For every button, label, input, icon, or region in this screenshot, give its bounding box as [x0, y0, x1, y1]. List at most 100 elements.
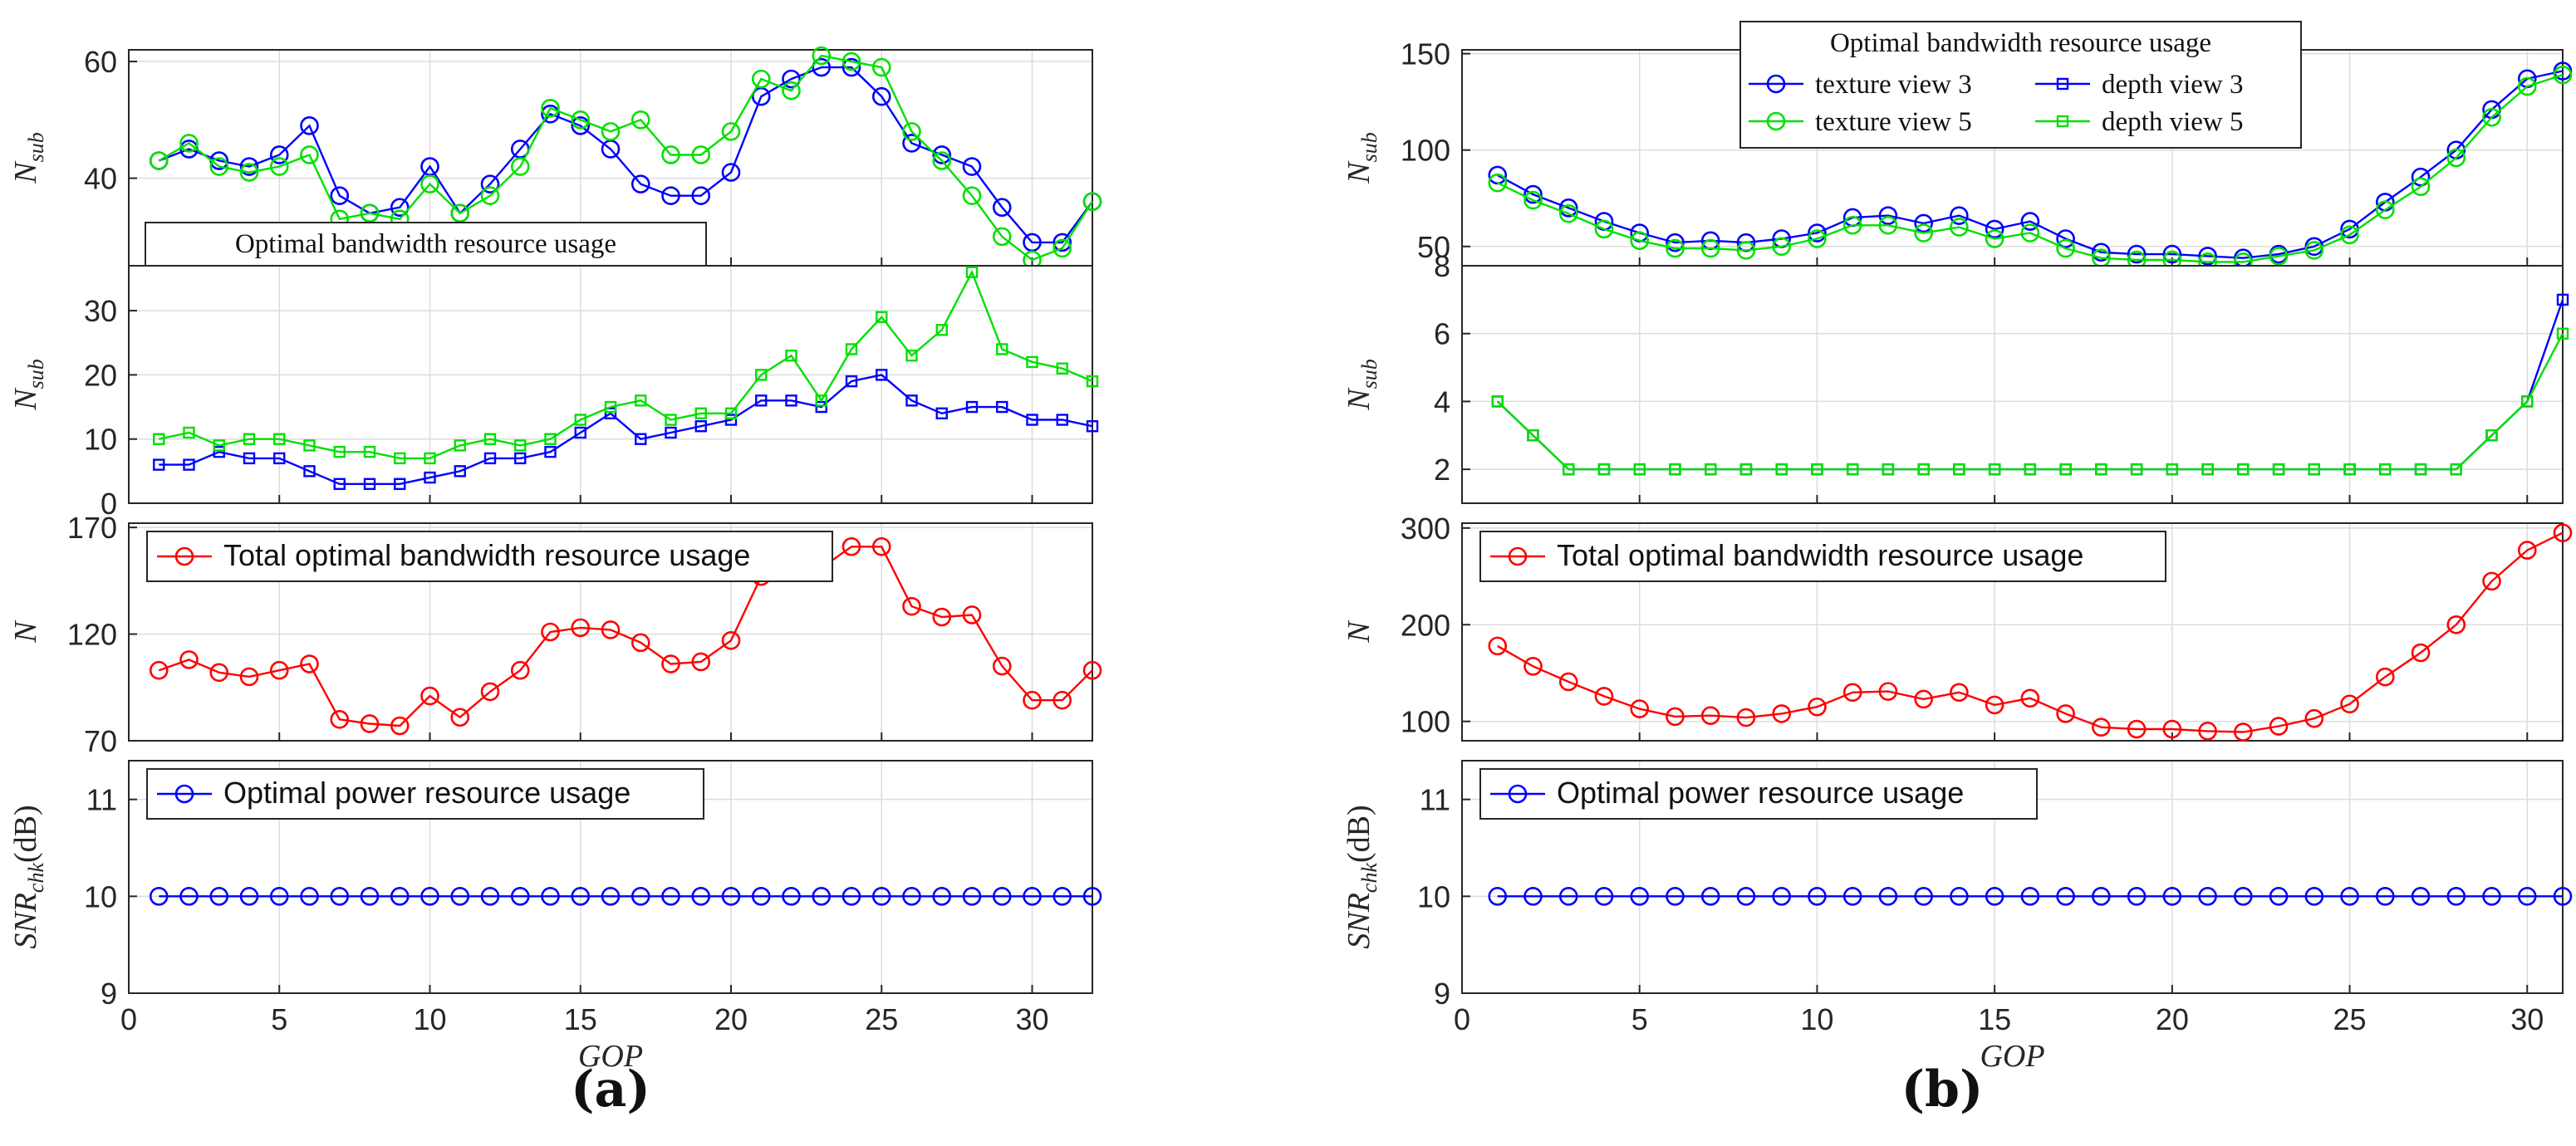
data-point: [300, 116, 319, 135]
series-a1-1: [149, 46, 1102, 270]
data-point: [480, 887, 500, 906]
data-point: [209, 157, 229, 176]
data-point: [1914, 213, 1933, 233]
data-point: [179, 887, 199, 906]
data-point: [1558, 672, 1578, 692]
legend-entry-label: texture view 3: [1815, 70, 1972, 100]
data-point: [1878, 887, 1898, 906]
y-tick-label: 9: [1434, 977, 1450, 1011]
data-point: [510, 157, 530, 176]
legend-a4: Optimal power resource usage: [146, 768, 704, 820]
data-point: [2446, 615, 2466, 634]
x-tick-label: 20: [2156, 1002, 2189, 1036]
legend-a3: Total optimal bandwidth resource usage: [146, 531, 833, 582]
data-point: [1023, 690, 1042, 710]
y-axis-label-a3: N: [8, 620, 43, 644]
data-point: [601, 620, 621, 639]
data-point: [239, 887, 259, 906]
data-point: [1736, 887, 1756, 906]
data-point: [390, 887, 410, 906]
y-axis-label-a4: SNRchk(dB): [8, 805, 48, 948]
data-point: [2092, 242, 2111, 262]
series-a3-0: [149, 536, 1102, 736]
data-point: [1882, 463, 1895, 476]
data-point: [330, 710, 350, 729]
data-point: [2127, 244, 2147, 264]
data-point: [1023, 887, 1042, 906]
legend-marker: [1766, 74, 1786, 94]
y-tick-label: 8: [1434, 249, 1450, 283]
data-point: [420, 686, 439, 706]
data-point: [360, 203, 380, 223]
data-point: [1026, 414, 1038, 426]
data-point: [2411, 167, 2431, 187]
caption-b: (b): [1901, 1060, 1984, 1119]
data-point: [661, 887, 680, 906]
data-point: [2517, 76, 2537, 96]
data-point: [390, 198, 410, 218]
data-point: [2482, 107, 2501, 127]
data-point: [1700, 887, 1720, 906]
data-point: [2269, 247, 2289, 266]
data-point: [1052, 887, 1072, 906]
y-tick-label: 0: [101, 487, 117, 521]
y-tick-label: 20: [84, 358, 117, 392]
data-point: [541, 887, 560, 906]
data-point: [2343, 463, 2356, 476]
data-point: [424, 452, 436, 465]
data-point: [2340, 694, 2359, 714]
data-point: [1808, 697, 1827, 717]
data-point: [2198, 247, 2217, 266]
y-tick-label: 100: [1401, 705, 1450, 739]
data-point: [1488, 887, 1508, 906]
legend-b3: Total optimal bandwidth resource usage: [1479, 531, 2166, 582]
series-b1-1: [1488, 65, 2573, 272]
data-point: [635, 394, 647, 407]
data-point: [1736, 241, 1756, 260]
data-point: [721, 887, 741, 906]
data-point: [239, 157, 259, 176]
data-point: [2340, 887, 2359, 906]
data-point: [905, 394, 918, 407]
data-point: [514, 439, 527, 452]
data-point: [1052, 233, 1072, 252]
data-point: [541, 98, 560, 118]
data-point: [571, 116, 591, 135]
y-tick-label: 170: [67, 511, 117, 545]
data-point: [2304, 708, 2324, 728]
data-point: [1772, 237, 1791, 257]
data-point: [1563, 463, 1575, 476]
data-point: [965, 266, 979, 278]
data-point: [932, 607, 952, 627]
data-point: [932, 151, 952, 170]
data-point: [303, 439, 316, 452]
data-point: [755, 394, 768, 407]
data-point: [149, 887, 169, 906]
data-point: [2485, 429, 2498, 442]
data-point: [2375, 200, 2395, 219]
data-point: [1914, 223, 1933, 242]
data-point: [243, 452, 256, 465]
data-point: [303, 465, 316, 478]
legend-marker: [2056, 115, 2069, 128]
data-point: [1524, 190, 1543, 210]
data-point: [333, 478, 346, 491]
data-point: [1056, 414, 1068, 426]
data-point: [604, 400, 617, 414]
data-point: [544, 433, 557, 445]
data-point: [1842, 215, 1862, 235]
legend-marker: [2056, 77, 2069, 91]
data-point: [845, 343, 858, 355]
data-point: [2198, 722, 2217, 741]
data-point: [905, 350, 918, 362]
legend-entry-label: depth view 5: [2102, 107, 2243, 137]
data-point: [902, 887, 921, 906]
data-point: [269, 157, 289, 176]
data-point: [604, 407, 617, 419]
data-point: [213, 439, 225, 452]
data-point: [2446, 148, 2466, 168]
data-point: [782, 69, 801, 89]
data-point: [1985, 219, 2004, 239]
data-point: [1524, 887, 1543, 906]
data-point: [1808, 887, 1827, 906]
